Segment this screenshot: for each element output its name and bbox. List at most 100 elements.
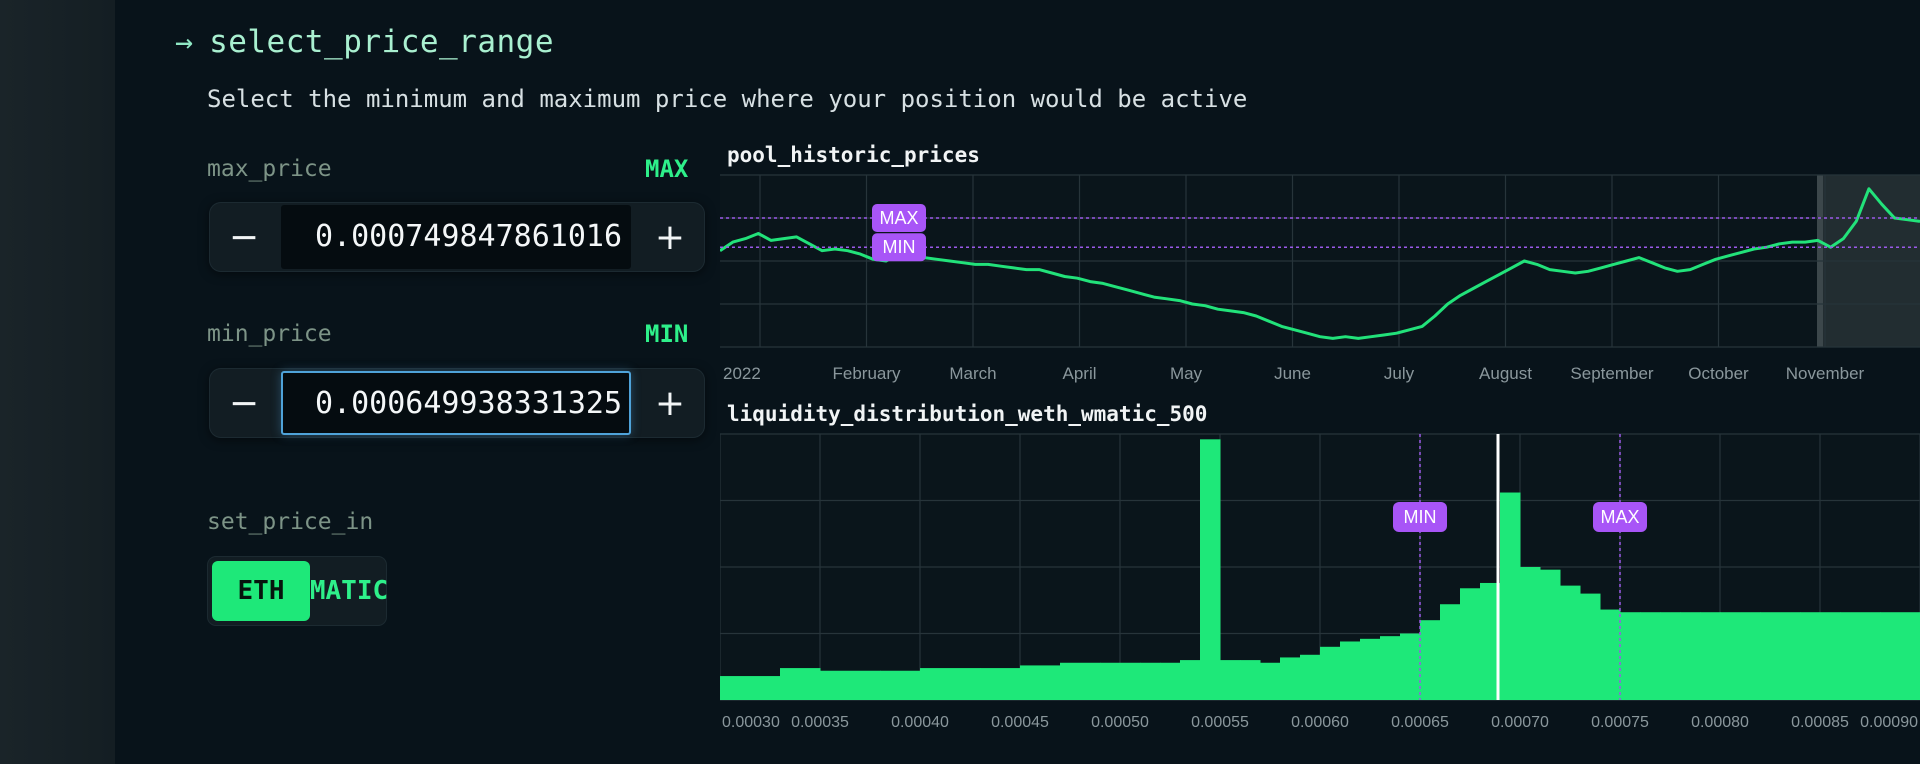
min-price-increment-button[interactable]: + — [654, 382, 686, 424]
liquidity-bar — [1320, 646, 1341, 700]
liquidity-distribution-chart[interactable]: 0.00030 0.00035 0.00040 0.00045 0.00050 0.000… — [720, 428, 1920, 738]
liquidity-bar — [1340, 641, 1361, 700]
x-tick-label: 0.00090 — [1860, 714, 1918, 731]
liquidity-bar — [780, 668, 821, 700]
liquidity-bar — [880, 670, 921, 700]
section-title: select_price_range — [209, 24, 555, 60]
max-price-stepper: − + — [209, 202, 705, 272]
min-price-label: min_price — [207, 321, 332, 347]
historic-prices-title: pool_historic_prices — [727, 143, 980, 167]
liquidity-bar — [1760, 612, 1801, 700]
x-tick-label: August — [1479, 364, 1532, 383]
min-band-label: MIN — [883, 237, 916, 257]
liquidity-bar — [1600, 609, 1621, 700]
section-subtitle: Select the minimum and maximum price whe… — [207, 85, 1248, 113]
liquidity-bar — [1540, 569, 1561, 700]
x-tick-label: 0.00055 — [1191, 714, 1249, 731]
liquidity-bar — [1380, 636, 1401, 700]
liquidity-bar — [1020, 665, 1061, 700]
max-band-label: MAX — [879, 208, 918, 228]
min-price-input[interactable] — [281, 371, 631, 435]
x-tick-label: 0.00050 — [1091, 714, 1149, 731]
historic-prices-chart[interactable]: 2022 February March April May June July August S… — [720, 170, 1920, 385]
min-marker-label: MIN — [1404, 507, 1437, 527]
liquidity-bar — [1280, 657, 1301, 700]
x-tick-label: July — [1384, 364, 1415, 383]
max-tag: MAX — [645, 155, 689, 183]
liquidity-bar — [1580, 593, 1601, 700]
x-tick-label: October — [1688, 364, 1749, 383]
x-tick-label: 0.00045 — [991, 714, 1049, 731]
liquidity-bar — [1360, 638, 1381, 700]
liquidity-bar — [1680, 612, 1701, 700]
left-rail — [0, 0, 115, 764]
x-tick-label: November — [1786, 364, 1865, 383]
x-tick-label: 0.00085 — [1791, 714, 1849, 731]
liquidity-bar — [1140, 662, 1161, 700]
x-tick-label: 2022 — [723, 364, 761, 383]
liquidity-bar — [1200, 439, 1221, 700]
liquidity-bar — [820, 670, 881, 700]
liquidity-bar — [1300, 654, 1321, 700]
x-tick-label: February — [832, 364, 901, 383]
liquidity-bar — [1700, 612, 1721, 700]
max-price-label: max_price — [207, 156, 332, 182]
max-price-decrement-button[interactable]: − — [228, 216, 260, 258]
liquidity-bar — [1640, 612, 1661, 700]
x-tick-label: September — [1570, 364, 1653, 383]
liquidity-bar — [1160, 662, 1181, 700]
liquidity-bar — [1100, 662, 1141, 700]
max-price-increment-button[interactable]: + — [654, 216, 686, 258]
band-badge — [872, 204, 926, 232]
liquidity-bar — [1660, 612, 1681, 700]
liquidity-bar — [1720, 612, 1761, 700]
liquidity-bar — [1180, 660, 1201, 700]
liquidity-bar — [1620, 612, 1641, 700]
min-price-decrement-button[interactable]: − — [228, 382, 260, 424]
liquidity-bar — [1420, 620, 1441, 700]
liquidity-bar — [1460, 588, 1481, 700]
liquidity-bar — [1840, 612, 1881, 700]
liquidity-bar — [720, 676, 781, 700]
set-price-in-label: set_price_in — [207, 509, 374, 535]
x-tick-label: 0.00075 — [1591, 714, 1649, 731]
x-tick-label: April — [1062, 364, 1096, 383]
x-tick-label: 0.00060 — [1291, 714, 1349, 731]
x-tick-label: 0.00065 — [1391, 714, 1449, 731]
liquidity-bar — [1240, 660, 1261, 700]
currency-option-eth[interactable]: ETH — [212, 561, 310, 621]
liquidity-bar — [1560, 585, 1581, 700]
x-tick-label: 0.00070 — [1491, 714, 1549, 731]
x-tick-label: May — [1170, 364, 1203, 383]
liquidity-bar — [1880, 612, 1920, 700]
min-tag: MIN — [645, 320, 689, 348]
x-tick-label: 0.00080 — [1691, 714, 1749, 731]
liquidity-bar — [1480, 582, 1501, 700]
liquidity-bar — [1060, 662, 1101, 700]
currency-toggle: ETH MATIC — [208, 557, 389, 625]
x-tick-label: March — [949, 364, 996, 383]
x-tick-label: 0.00030 — [722, 714, 780, 731]
liquidity-bar — [1520, 567, 1541, 700]
liquidity-bar — [1220, 660, 1241, 700]
currency-option-matic[interactable]: MATIC — [309, 576, 389, 606]
marker-badge — [1593, 502, 1647, 532]
marker-badge — [1393, 502, 1447, 532]
section-header: → select_price_range — [175, 24, 554, 60]
liquidity-bar — [1440, 604, 1461, 700]
min-price-stepper: − + — [209, 368, 705, 438]
liquidity-bar — [920, 668, 981, 700]
liquidity-bar — [1400, 633, 1421, 700]
liquidity-bar — [1260, 662, 1281, 700]
max-marker-label: MAX — [1600, 507, 1639, 527]
liquidity-bar — [980, 668, 1021, 700]
main-panel: → select_price_range Select the minimum … — [115, 0, 1920, 764]
x-tick-label: 0.00035 — [791, 714, 849, 731]
arrow-right-icon: → — [175, 24, 194, 60]
liquidity-distribution-title: liquidity_distribution_weth_wmatic_500 — [727, 402, 1208, 426]
max-price-input[interactable] — [281, 205, 631, 269]
x-tick-label: June — [1274, 364, 1311, 383]
liquidity-bar — [1800, 612, 1841, 700]
band-badge — [872, 233, 926, 262]
liquidity-bar — [1500, 492, 1521, 700]
